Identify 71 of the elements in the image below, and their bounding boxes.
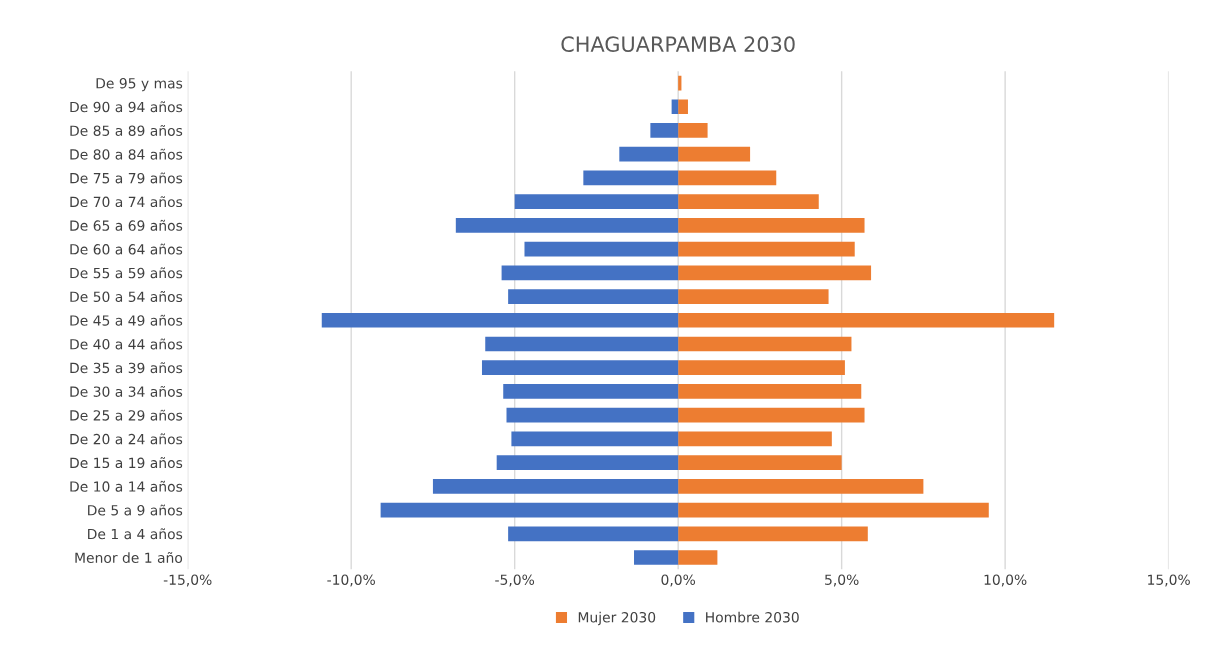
legend-label: Mujer 2030: [578, 611, 656, 626]
bar: [678, 526, 868, 542]
bar: [380, 502, 679, 518]
bar: [678, 407, 865, 423]
y-tick-label: De 5 a 9 años: [88, 504, 183, 516]
bar: [619, 146, 679, 162]
y-tick-label: De 15 a 19 años: [70, 457, 183, 469]
bar: [455, 218, 679, 233]
y-tick-label: De 85 a 89 años: [70, 124, 183, 136]
y-tick-label: De 60 a 64 años: [70, 243, 183, 255]
bar: [678, 99, 688, 115]
bar: [678, 170, 777, 186]
bar: [496, 455, 679, 470]
y-tick-label: De 30 a 34 años: [70, 385, 183, 397]
y-tick-label: De 10 a 14 años: [70, 480, 183, 492]
bar: [321, 312, 679, 328]
x-tick-label: -10,0%: [327, 574, 375, 587]
bar: [671, 99, 679, 115]
bar: [678, 502, 989, 518]
y-tick-label: De 80 a 84 años: [70, 148, 183, 160]
bar: [634, 550, 679, 565]
y-tick-label: De 1 a 4 años: [88, 528, 183, 540]
bar: [508, 526, 679, 542]
bar: [678, 241, 855, 257]
y-tick-label: De 55 a 59 años: [70, 267, 183, 279]
bar: [678, 478, 924, 494]
bar: [678, 289, 829, 304]
y-tick-label: De 65 a 69 años: [70, 219, 183, 231]
bar: [511, 431, 679, 447]
bar: [678, 123, 708, 138]
bar: [678, 194, 819, 209]
bar: [678, 146, 751, 162]
bar: [485, 336, 679, 352]
x-tick-label: 10,0%: [984, 574, 1027, 587]
bar: [514, 194, 679, 209]
y-tick-label: De 25 a 29 años: [70, 409, 183, 421]
bar: [678, 431, 832, 447]
bar: [678, 360, 845, 376]
x-tick-label: 0,0%: [661, 574, 696, 587]
bar: [481, 360, 679, 376]
y-tick-label: De 35 a 39 años: [70, 362, 183, 374]
bar: [508, 289, 679, 304]
y-tick-label: De 90 a 94 años: [70, 101, 183, 113]
y-tick-label: De 95 y mas: [96, 78, 183, 92]
y-tick-label: De 20 a 24 años: [70, 433, 183, 445]
bar: [503, 384, 679, 399]
bar: [678, 550, 718, 565]
y-tick-label: De 40 a 44 años: [70, 338, 183, 350]
y-tick-label: De 75 a 79 años: [70, 172, 183, 184]
bar: [524, 241, 679, 257]
bar: [432, 478, 679, 494]
bar: [678, 455, 842, 470]
bar: [506, 407, 679, 423]
x-tick-label: 5,0%: [825, 574, 859, 587]
bar: [678, 336, 852, 352]
bar: [678, 384, 862, 399]
x-tick-label: -15,0%: [163, 574, 212, 587]
y-tick-label: Menor de 1 año: [75, 551, 183, 563]
bar: [650, 123, 679, 138]
y-tick-label: De 50 a 54 años: [70, 291, 183, 303]
y-tick-label: De 45 a 49 años: [70, 314, 183, 326]
x-tick-label: 15,0%: [1148, 574, 1190, 587]
bar: [501, 265, 679, 281]
bar: [678, 312, 1055, 328]
y-tick-label: De 70 a 74 años: [70, 196, 183, 208]
x-tick-label: -5,0%: [495, 574, 535, 587]
chart-title: CHAGUARPAMBA 2030: [561, 36, 795, 53]
legend-label: Hombre 2030: [706, 611, 799, 623]
bar: [678, 265, 872, 281]
bar: [583, 170, 679, 186]
bar: [678, 218, 865, 233]
